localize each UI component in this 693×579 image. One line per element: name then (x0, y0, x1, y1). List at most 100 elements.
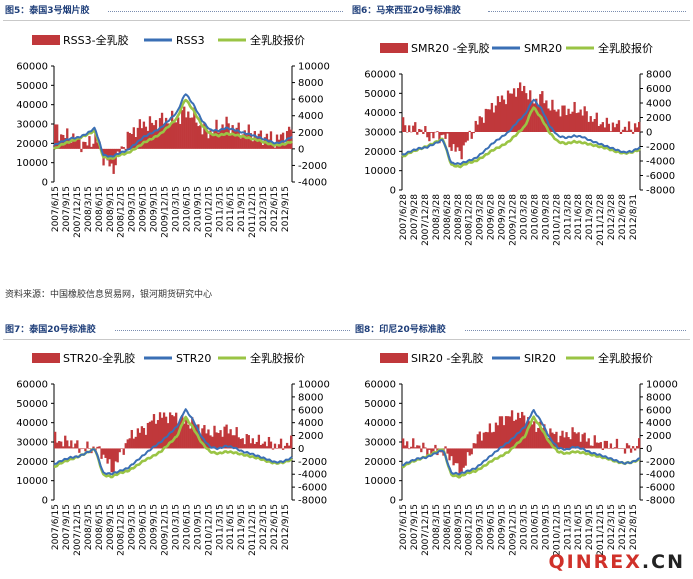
x-tick-label: 2010/9/28 (541, 194, 551, 240)
spread-bar (613, 447, 617, 449)
left-tick-label: 0 (42, 496, 48, 507)
spread-bar (414, 122, 417, 132)
spread-bar (287, 445, 291, 449)
spread-bar (569, 439, 572, 449)
spread-bar (422, 442, 425, 449)
spread-bar (414, 447, 417, 449)
x-tick-label: 2009/9/15 (498, 504, 508, 550)
x-tick-label: 2009/9/28 (498, 194, 508, 240)
spread-bar (261, 144, 265, 149)
spread-bar (82, 448, 85, 449)
spread-bar (251, 141, 254, 149)
spread-bar (593, 119, 596, 132)
x-tick-label: 2007/12/15 (73, 186, 83, 238)
x-tick-label: 2012/9/15 (281, 504, 291, 550)
legend-label: 全乳胶报价 (598, 41, 653, 55)
spread-bar (492, 431, 496, 449)
spread-bar (537, 105, 540, 132)
spread-bar (195, 122, 198, 149)
spread-bar (460, 448, 463, 472)
spread-bar (575, 433, 578, 449)
spread-bar (175, 122, 178, 149)
right-tick-label: -6000 (298, 483, 327, 494)
spread-bar (567, 108, 570, 132)
spread-bar (539, 94, 542, 132)
x-tick-label: 2010/3/15 (171, 186, 181, 232)
spread-bar (547, 108, 550, 132)
spread-bar (175, 412, 178, 449)
left-tick-label: 10000 (364, 476, 396, 487)
spread-bar (164, 117, 168, 149)
spread-bar (436, 131, 439, 132)
spread-bar (142, 428, 146, 449)
x-tick-label: 2008/3/15 (432, 504, 442, 550)
spread-bar (426, 448, 429, 455)
x-tick-label: 2009/3/15 (128, 504, 138, 550)
x-tick-label: 2008/6/15 (95, 186, 105, 232)
spread-bars (54, 412, 293, 473)
spread-bar (623, 126, 627, 132)
legend-label: STR20-全乳胶 (63, 351, 135, 365)
spread-bar (613, 127, 617, 132)
chart-figure-7: STR20-全乳胶 STR20 全乳胶报价 0 10000 20000 30000 40000… (2, 348, 342, 576)
spread-bar (444, 132, 447, 139)
legend: RSS3-全乳胶 RSS3 全乳胶报价 (32, 33, 305, 47)
spread-bar (637, 121, 641, 132)
spread-bar (623, 448, 627, 454)
spread-bars (402, 82, 641, 160)
x-tick-label: 2011/6/15 (226, 186, 236, 232)
spread-bar (422, 132, 425, 135)
spread-bar (96, 446, 99, 449)
spread-bar (561, 105, 564, 132)
spread-bar (56, 442, 59, 449)
legend-label: RSS3-全乳胶 (63, 33, 129, 47)
spread-bar (633, 448, 637, 451)
spread-bar (462, 132, 465, 146)
spread-bar (402, 438, 405, 449)
spread-bar (625, 130, 629, 132)
spread-bar (432, 132, 435, 139)
spread-bar (243, 444, 246, 449)
spread-bar (605, 117, 609, 132)
x-tick-label: 2008/3/28 (432, 194, 442, 240)
x-tick-label: 2010/3/28 (519, 194, 529, 240)
spread-bar (587, 438, 590, 449)
spread-bar (173, 416, 176, 449)
spread-bar (76, 136, 79, 149)
spread-bar (547, 437, 550, 449)
spread-bar (160, 417, 164, 449)
spread-bar (66, 440, 69, 449)
right-tick-label: 0 (298, 144, 304, 155)
right-tick-label: -4000 (646, 157, 675, 168)
spread-bar (183, 106, 186, 149)
spread-bar (579, 109, 582, 132)
legend-label: RSS3 (176, 34, 205, 47)
spread-bar (563, 437, 566, 449)
spread-bar (78, 448, 81, 453)
right-tick-label: 4000 (646, 418, 671, 429)
x-tick-label: 2010/12/28 (552, 194, 562, 246)
spread-bar (464, 448, 467, 466)
spread-bar (229, 429, 232, 449)
legend-label: SMR20 (524, 42, 562, 55)
spread-bar (166, 123, 170, 149)
spread-bar (456, 448, 459, 464)
spread-bar (106, 148, 109, 161)
x-tick-label: 2012/9/15 (281, 186, 291, 232)
spread-bar (277, 444, 281, 449)
right-tick-label: -6000 (646, 171, 675, 182)
spread-bar (241, 134, 244, 149)
right-tick-label: 10000 (298, 62, 330, 73)
spread-bar (404, 445, 407, 449)
watermark-main: QINREX (548, 551, 642, 573)
x-tick-label: 2009/12/15 (161, 504, 171, 556)
spread-bar (482, 122, 485, 132)
spread-bar (187, 424, 190, 449)
spread-bar (158, 412, 162, 449)
spread-bar (543, 424, 546, 449)
spread-bar (555, 111, 558, 132)
spread-bar (237, 437, 240, 449)
spread-bar (450, 132, 453, 151)
spread-bar (255, 441, 259, 449)
spread-bar (142, 121, 146, 149)
